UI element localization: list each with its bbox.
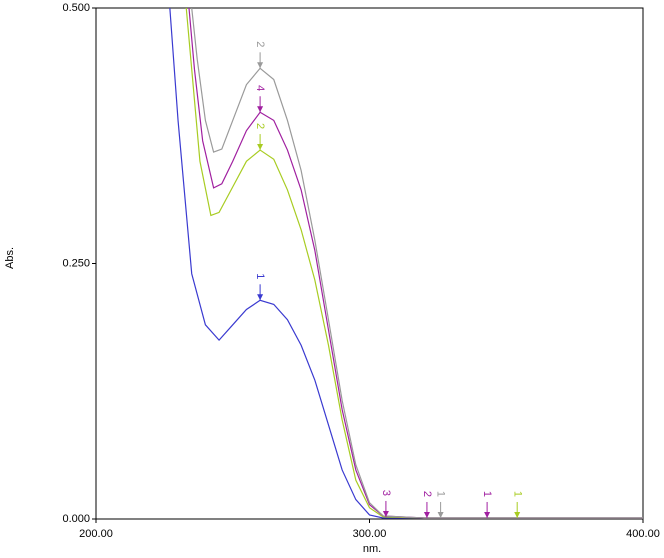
plot-frame [95, 7, 644, 520]
peak-arrow-head [257, 62, 264, 69]
y-axis-label: Abs. [4, 247, 16, 269]
x-tick-label: 400.00 [626, 528, 660, 540]
peak-arrow-head [257, 294, 264, 301]
peak-label: 1 [511, 491, 523, 497]
peak-arrow-head [484, 511, 491, 518]
peak-arrow-head [423, 511, 430, 518]
peak-label: 1 [254, 273, 266, 279]
peak-arrow-head [257, 106, 264, 113]
spectrum-line [191, 8, 643, 519]
x-axis-label: nm. [363, 543, 381, 555]
peak-label: 4 [254, 85, 266, 91]
peak-label: 2 [254, 41, 266, 47]
peak-arrow-head [382, 510, 389, 517]
x-tick-label: 300.00 [353, 528, 387, 540]
peak-label: 2 [421, 491, 433, 497]
peak-label: 1 [481, 491, 493, 497]
peak-arrow-head [257, 144, 264, 151]
plot-area [169, 8, 643, 519]
y-tick-label: 0.500 [62, 2, 90, 14]
x-tick-label: 200.00 [79, 528, 113, 540]
peak-arrow-head [514, 511, 521, 518]
y-tick-label: 0.250 [62, 257, 90, 269]
peak-label: 1 [435, 491, 447, 497]
spectrum-line [169, 8, 643, 519]
y-tick-label: 0.000 [62, 513, 90, 525]
peak-label: 3 [380, 490, 392, 496]
peak-label: 2 [254, 123, 266, 129]
peak-arrow-head [437, 511, 444, 518]
